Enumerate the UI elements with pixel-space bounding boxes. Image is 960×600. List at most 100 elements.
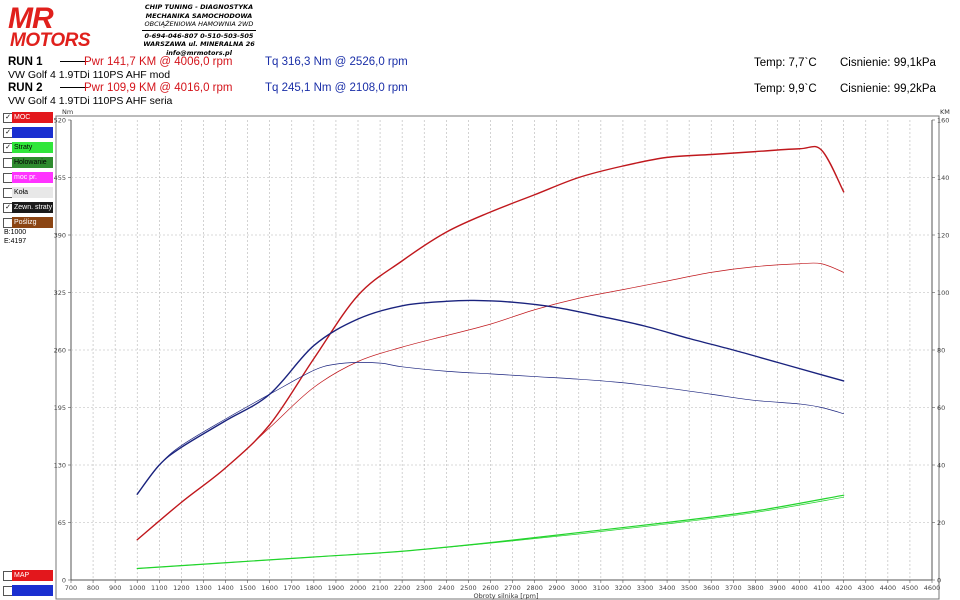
x-tick-label: 2200	[394, 584, 411, 592]
x-tick-label: 4400	[880, 584, 897, 592]
x-tick-label: 2700	[504, 584, 521, 592]
x-tick-label: 1600	[261, 584, 278, 592]
company-line-3: OBCIĄŻENIOWA HAMOWNIA 2WD	[144, 20, 254, 29]
legend-item-holowanie[interactable]: Holowanie	[1, 155, 55, 170]
company-address: WARSZAWA ul. MINERALNA 26	[143, 40, 255, 49]
y-left-tick-label: 520	[54, 117, 66, 125]
grid	[70, 120, 933, 581]
x-tick-label: 3600	[703, 584, 720, 592]
x-tick-label: 2000	[350, 584, 367, 592]
x-tick-label: 3500	[681, 584, 698, 592]
x-tick-label: 2500	[460, 584, 477, 592]
y-left-tick-label: 195	[54, 404, 66, 412]
legend-swatch: Zewn. straty	[12, 202, 53, 213]
y-left-tick-label: 0	[62, 577, 66, 585]
y-right-tick-label: 120	[937, 232, 949, 240]
logo-motors-text: MOTORS	[10, 30, 91, 51]
x-tick-label: 1200	[173, 584, 190, 592]
legend-e-value: E:4197	[4, 238, 27, 245]
run-2-torque: Tq 245,1 Nm @ 2108,0 rpm	[265, 82, 408, 94]
y-left-tick-label: 65	[58, 519, 66, 527]
x-tick-label: 2400	[438, 584, 455, 592]
x-tick-label: 3400	[659, 584, 676, 592]
x-tick-label: 1800	[306, 584, 323, 592]
y-right-tick-label: 0	[937, 577, 941, 585]
y-right-tick-label: 100	[937, 289, 949, 297]
x-axis-label: Obroty silnika [rpm]	[473, 592, 538, 600]
legend-b-value: B:1000	[4, 229, 27, 236]
legend-bottom-panel: MAP	[1, 568, 55, 598]
y-left-tick-label: 325	[54, 289, 66, 297]
company-separator	[142, 29, 256, 31]
y-left-tick-label: 260	[54, 347, 66, 355]
logo-mr-text: MR	[8, 2, 54, 35]
legend-item-moc[interactable]: ✓ MOC	[1, 110, 55, 125]
run-1-power-line	[136, 145, 845, 541]
x-tick-label: 3900	[769, 584, 786, 592]
legend-item-kola[interactable]: Koła	[1, 185, 55, 200]
x-tick-label: 4100	[813, 584, 830, 592]
run-1-description: VW Golf 4 1.9TDi 110PS AHF mod	[8, 69, 171, 81]
y-axis-right-label: KM	[940, 108, 950, 116]
company-line-2: MECHANIKA SAMOCHODOWA	[145, 11, 253, 20]
x-tick-label: 3300	[637, 584, 654, 592]
x-tick-label: 1300	[195, 584, 212, 592]
run-1-id: RUN 1	[8, 56, 43, 68]
run-2-line-swatch	[59, 87, 88, 89]
x-tick-label: 4500	[902, 584, 919, 592]
run-2-header: RUN 2	[8, 82, 88, 94]
x-tick-label: 1900	[328, 584, 345, 592]
run-2-power-line	[136, 262, 845, 541]
x-tick-label: 3200	[615, 584, 632, 592]
run-1-torque-line	[136, 299, 845, 495]
x-tick-label: 1400	[217, 584, 234, 592]
x-tick-label: 1700	[283, 584, 300, 592]
legend-swatch: Holowanie	[12, 157, 53, 168]
legend-swatch: Koła	[12, 187, 53, 198]
y-left-tick-label: 390	[54, 232, 66, 240]
legend-swatch: Poślizg	[12, 217, 53, 228]
legend-item-moc-pr[interactable]: moc pr.	[1, 170, 55, 185]
legend-item-poslizg[interactable]: Poślizg	[1, 215, 55, 230]
x-tick-label: 1000	[129, 584, 146, 592]
y-right-tick-label: 40	[937, 462, 945, 470]
series-group	[136, 145, 845, 570]
axis-ticks: 700 800 900 1000 1100 1200 1300 1400 1500 1600 170…	[54, 117, 950, 593]
legend-swatch	[12, 585, 53, 596]
y-left-tick-label: 130	[54, 462, 66, 470]
x-tick-label: 2600	[482, 584, 499, 592]
legend-item-zewn-straty[interactable]: ✓ Zewn. straty	[1, 200, 55, 215]
y-axis-left-label: Nm	[62, 108, 73, 116]
run-2-id: RUN 2	[8, 82, 43, 94]
legend-item-straty[interactable]: ✓ Straty	[1, 140, 55, 155]
legend-item-torque[interactable]: ✓	[1, 125, 55, 140]
x-tick-label: 700	[65, 584, 77, 592]
y-right-tick-label: 140	[937, 174, 949, 182]
run-2-pressure: Cisnienie: 99,2kPa	[840, 83, 936, 95]
run-2-power: Pwr 109,9 KM @ 4016,0 rpm	[84, 82, 233, 94]
x-tick-label: 900	[109, 584, 121, 592]
run-1-pressure: Cisnienie: 99,1kPa	[840, 57, 936, 69]
legend-item-map-2[interactable]	[1, 583, 55, 598]
run-2-torque-line	[136, 361, 845, 495]
run-2-temperature: Temp: 9,9`C	[754, 83, 817, 95]
company-line-1: CHIP TUNING - DIAGNOSTYKA	[144, 3, 254, 11]
x-tick-label: 4200	[835, 584, 852, 592]
x-tick-label: 1500	[239, 584, 256, 592]
x-tick-label: 2300	[416, 584, 433, 592]
company-phone: 0-694-046-807 0-510-503-505	[144, 31, 254, 40]
legend-item-map[interactable]: MAP	[1, 568, 55, 583]
mr-motors-logo: MR MOTORS	[8, 2, 130, 52]
x-tick-label: 3800	[747, 584, 764, 592]
legend-panel: ✓ MOC ✓ ✓ Straty Holowanie moc pr. Koła …	[1, 110, 55, 245]
x-tick-label: 3100	[593, 584, 610, 592]
legend-swatch	[12, 127, 53, 138]
x-tick-label: 800	[87, 584, 99, 592]
x-tick-label: 4600	[924, 584, 941, 592]
x-tick-label: 2800	[526, 584, 543, 592]
run-2-losses-line	[136, 496, 845, 569]
run-1-header: RUN 1	[8, 56, 88, 68]
company-info: CHIP TUNING - DIAGNOSTYKA MECHANIKA SAMO…	[138, 3, 260, 58]
legend-swatch: moc pr.	[12, 172, 53, 183]
